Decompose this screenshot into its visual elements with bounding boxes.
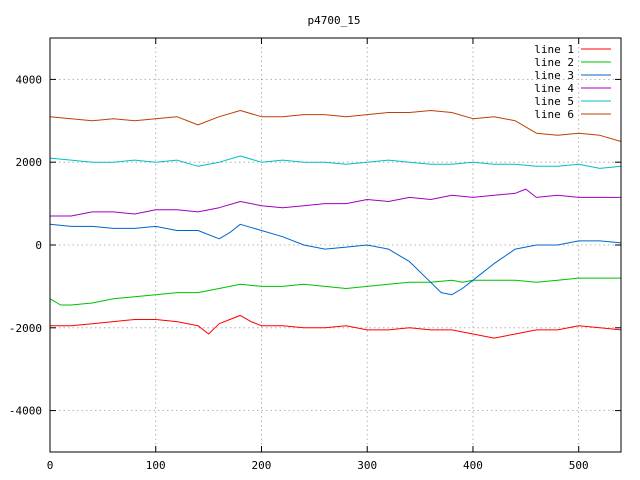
series-line-1 xyxy=(50,314,622,339)
grid xyxy=(50,38,621,452)
x-tick-label: 200 xyxy=(252,459,272,472)
legend-label-3: line 3 xyxy=(534,69,574,82)
series-line-4 xyxy=(50,188,621,217)
y-tick-label: 2000 xyxy=(16,156,43,169)
y-tick-label: -2000 xyxy=(9,322,42,335)
x-tick-label: 300 xyxy=(357,459,377,472)
chart-title: p4700_15 xyxy=(308,14,361,27)
y-tick-label: 0 xyxy=(35,239,42,252)
legend-label-4: line 4 xyxy=(534,82,574,95)
y-tick-label: -4000 xyxy=(9,405,42,418)
x-tick-label: 100 xyxy=(146,459,166,472)
legend-label-6: line 6 xyxy=(534,108,574,121)
series-line-3 xyxy=(49,223,622,296)
series-group xyxy=(49,110,622,339)
axes-ticks: 0 100 200 300 400 500 -4000 -2000 0 2000 4000 xyxy=(9,38,621,472)
series-line-2 xyxy=(49,277,621,306)
legend-label-2: line 2 xyxy=(534,56,574,69)
legend-label-1: line 1 xyxy=(534,43,574,56)
series-line-6 xyxy=(49,110,622,142)
legend-label-5: line 5 xyxy=(534,95,574,108)
series-line-5 xyxy=(49,155,622,169)
y-tick-label: 4000 xyxy=(16,73,43,86)
x-tick-label: 0 xyxy=(47,459,54,472)
x-tick-label: 400 xyxy=(463,459,483,472)
x-tick-label: 500 xyxy=(569,459,589,472)
